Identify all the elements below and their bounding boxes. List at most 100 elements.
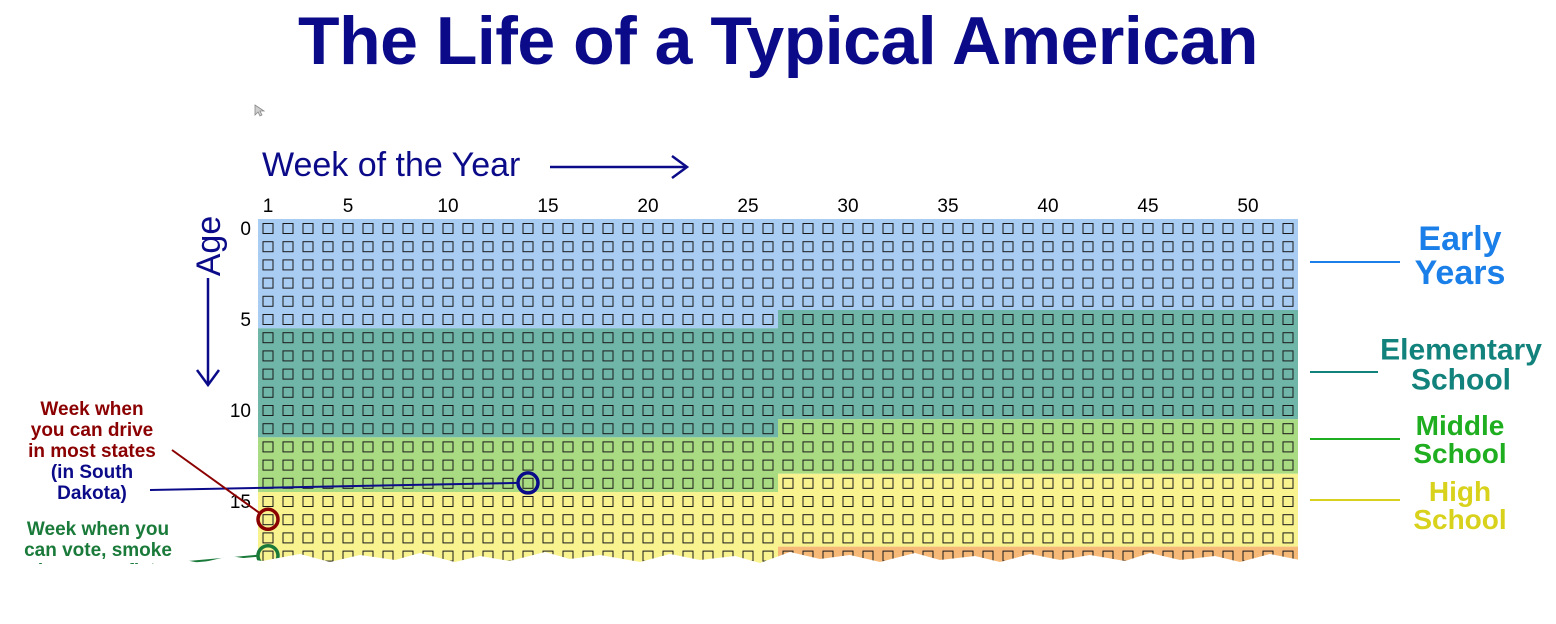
week-cell bbox=[1082, 332, 1094, 344]
week-cell bbox=[702, 532, 714, 544]
x-tick-label: 1 bbox=[263, 196, 274, 217]
week-cell bbox=[1042, 223, 1054, 234]
week-cell bbox=[922, 423, 934, 435]
week-cell bbox=[1142, 277, 1154, 289]
week-cell bbox=[502, 496, 514, 507]
week-cell bbox=[742, 441, 754, 453]
week-cell bbox=[762, 314, 774, 325]
week-cell bbox=[642, 477, 654, 489]
week-cell bbox=[442, 241, 454, 253]
week-cell bbox=[662, 368, 674, 380]
week-cell bbox=[762, 223, 774, 234]
week-cell bbox=[622, 295, 634, 307]
week-cell bbox=[622, 259, 634, 271]
week-cell bbox=[442, 514, 454, 526]
week-cell bbox=[1082, 223, 1094, 234]
y-tick-label: 0 bbox=[240, 219, 251, 240]
week-cell bbox=[1182, 496, 1194, 507]
week-cell bbox=[382, 350, 394, 362]
week-cell bbox=[582, 277, 594, 289]
week-cell bbox=[1082, 259, 1094, 271]
week-cell bbox=[862, 459, 874, 471]
week-cell bbox=[1262, 295, 1274, 307]
week-cell bbox=[642, 405, 654, 416]
week-cell bbox=[1022, 514, 1034, 526]
week-cell bbox=[842, 405, 854, 416]
week-cell bbox=[982, 350, 994, 362]
week-cell bbox=[1242, 405, 1254, 416]
week-cell bbox=[902, 532, 914, 544]
week-cell bbox=[342, 514, 354, 526]
week-cell bbox=[822, 241, 834, 253]
week-cell bbox=[962, 314, 974, 325]
week-cell bbox=[1282, 223, 1294, 234]
week-cell bbox=[1062, 532, 1074, 544]
week-cell bbox=[402, 368, 414, 380]
week-cell bbox=[702, 332, 714, 344]
week-cell bbox=[1162, 532, 1174, 544]
week-cell bbox=[462, 423, 474, 435]
week-cell bbox=[1102, 514, 1114, 526]
x-tick-label: 50 bbox=[1237, 196, 1258, 217]
week-cell bbox=[342, 459, 354, 471]
week-cell bbox=[582, 477, 594, 489]
week-cell bbox=[362, 350, 374, 362]
week-cell bbox=[1042, 514, 1054, 526]
week-cell bbox=[1282, 532, 1294, 544]
week-cell bbox=[422, 496, 434, 507]
week-cell bbox=[482, 514, 494, 526]
week-cell bbox=[722, 459, 734, 471]
week-cell bbox=[1182, 223, 1194, 234]
week-cell bbox=[702, 223, 714, 234]
week-cell bbox=[442, 532, 454, 544]
x-tick-label: 15 bbox=[537, 196, 558, 217]
week-cell bbox=[1262, 332, 1274, 344]
week-cell bbox=[262, 350, 274, 362]
week-cell bbox=[1162, 332, 1174, 344]
week-cell bbox=[1022, 332, 1034, 344]
week-cell bbox=[922, 295, 934, 307]
week-cell bbox=[502, 368, 514, 380]
week-cell bbox=[822, 477, 834, 489]
week-cell bbox=[382, 314, 394, 325]
week-cell bbox=[582, 332, 594, 344]
week-cell bbox=[382, 295, 394, 307]
week-cell bbox=[862, 350, 874, 362]
week-cell bbox=[682, 368, 694, 380]
week-cell bbox=[1202, 332, 1214, 344]
week-cell bbox=[302, 441, 314, 453]
week-cell bbox=[1122, 241, 1134, 253]
week-cell bbox=[502, 423, 514, 435]
week-cell bbox=[1262, 259, 1274, 271]
week-cell bbox=[442, 277, 454, 289]
week-cell bbox=[822, 350, 834, 362]
week-cell bbox=[1182, 295, 1194, 307]
week-cell bbox=[402, 277, 414, 289]
week-cell bbox=[922, 223, 934, 234]
week-cell bbox=[802, 295, 814, 307]
week-cell bbox=[842, 295, 854, 307]
week-cell bbox=[762, 259, 774, 271]
week-cell bbox=[862, 405, 874, 416]
week-cell bbox=[942, 405, 954, 416]
week-cell bbox=[402, 386, 414, 398]
week-cell bbox=[542, 241, 554, 253]
week-cell bbox=[722, 423, 734, 435]
x-tick-label: 40 bbox=[1037, 196, 1058, 217]
week-cell bbox=[442, 459, 454, 471]
week-cell bbox=[502, 241, 514, 253]
week-cell bbox=[582, 314, 594, 325]
week-cell bbox=[322, 459, 334, 471]
week-cell bbox=[642, 441, 654, 453]
week-cell bbox=[322, 314, 334, 325]
week-cell bbox=[642, 386, 654, 398]
week-cell bbox=[1162, 314, 1174, 325]
week-cell bbox=[1282, 496, 1294, 507]
week-cell bbox=[1202, 514, 1214, 526]
week-cell bbox=[742, 386, 754, 398]
week-cell bbox=[742, 314, 754, 325]
week-cell bbox=[1182, 368, 1194, 380]
week-cell bbox=[1182, 277, 1194, 289]
week-cell bbox=[462, 459, 474, 471]
week-cell bbox=[562, 259, 574, 271]
